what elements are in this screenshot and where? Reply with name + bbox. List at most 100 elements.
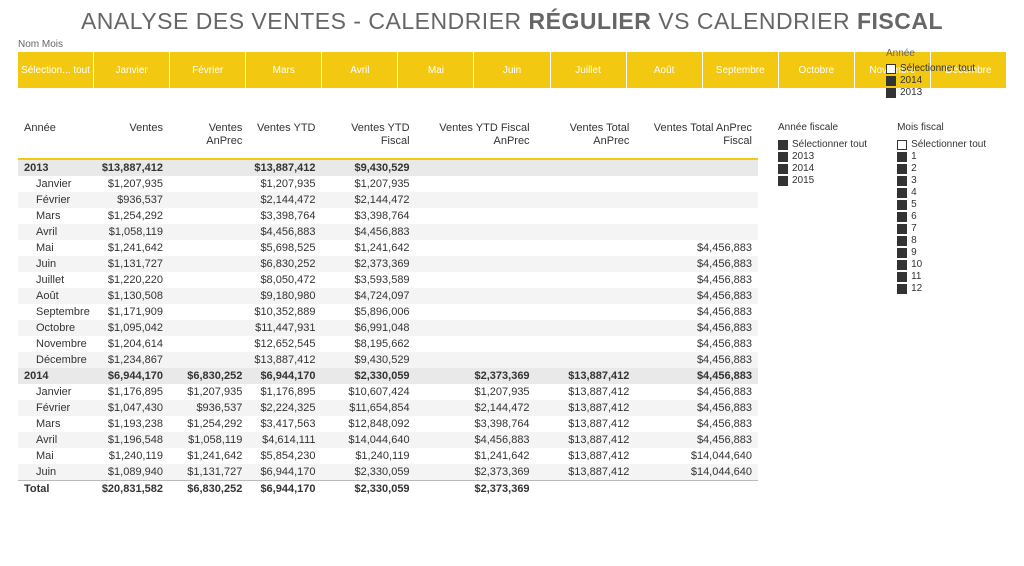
checkbox-item[interactable]: 2 [897,163,986,174]
table-row[interactable]: Mai$1,240,119$1,241,642$5,854,230$1,240,… [18,448,758,464]
table-cell: $4,456,883 [635,336,758,352]
table-row[interactable]: Mai$1,241,642$5,698,525$1,241,642$4,456,… [18,240,758,256]
table-row[interactable]: Juillet$1,220,220$8,050,472$3,593,589$4,… [18,272,758,288]
table-cell: $6,944,170 [248,481,321,498]
checkbox-item[interactable]: 3 [897,175,986,186]
table-cell [635,159,758,176]
checkbox-item[interactable]: Sélectionner tout [897,139,986,150]
table-cell [416,336,536,352]
checkbox-label: 3 [911,175,917,186]
checkbox-item[interactable]: 5 [897,199,986,210]
checkbox-item[interactable]: 2014 [778,163,867,174]
table-cell: Juillet [18,272,96,288]
table-row[interactable]: Janvier$1,176,895$1,207,935$1,176,895$10… [18,384,758,400]
table-cell: $6,944,170 [248,464,321,481]
column-header[interactable]: Ventes YTD Fiscal [322,118,416,159]
table-row[interactable]: Février$1,047,430$936,537$2,224,325$11,6… [18,400,758,416]
table-cell [635,481,758,498]
table-cell [635,192,758,208]
table-row[interactable]: Mars$1,254,292$3,398,764$3,398,764 [18,208,758,224]
month-slicer-item[interactable]: Juin [474,52,550,88]
month-slicer-item[interactable]: Octobre [779,52,855,88]
column-header[interactable]: Ventes Total AnPrec Fiscal [635,118,758,159]
checkbox-item[interactable]: 1 [897,151,986,162]
checkbox-icon [897,164,907,174]
month-slicer-item[interactable]: Avril [322,52,398,88]
table-row[interactable]: Janvier$1,207,935$1,207,935$1,207,935 [18,176,758,192]
table-row[interactable]: Juin$1,131,727$6,830,252$2,373,369$4,456… [18,256,758,272]
table-cell: $4,456,883 [635,416,758,432]
checkbox-item[interactable]: 2014 [886,75,1006,86]
table-row[interactable]: 2013$13,887,412$13,887,412$9,430,529 [18,159,758,176]
table-row[interactable]: Total$20,831,582$6,830,252$6,944,170$2,3… [18,481,758,498]
table-row[interactable]: Mars$1,193,238$1,254,292$3,417,563$12,84… [18,416,758,432]
month-slicer-item[interactable]: Février [170,52,246,88]
checkbox-item[interactable]: 12 [897,283,986,294]
checkbox-label: 2013 [792,151,814,162]
checkbox-item[interactable]: 8 [897,235,986,246]
checkbox-icon [886,64,896,74]
month-slicer-item[interactable]: Août [627,52,703,88]
table-cell: $13,887,412 [536,384,636,400]
table-row[interactable]: Juin$1,089,940$1,131,727$6,944,170$2,330… [18,464,758,481]
column-header[interactable]: Ventes YTD [248,118,321,159]
table-cell: Mars [18,208,96,224]
month-slicer-item[interactable]: Septembre [703,52,779,88]
table-row[interactable]: Septembre$1,171,909$10,352,889$5,896,006… [18,304,758,320]
table-cell: $6,944,170 [248,368,321,384]
table-cell: Mai [18,448,96,464]
table-cell: $4,456,883 [322,224,416,240]
table-cell: $2,330,059 [322,481,416,498]
table-cell [536,256,636,272]
column-header[interactable]: Ventes [96,118,169,159]
checkbox-item[interactable]: 2015 [778,175,867,186]
table-row[interactable]: Novembre$1,204,614$12,652,545$8,195,662$… [18,336,758,352]
checkbox-item[interactable]: 11 [897,271,986,282]
table-cell: $2,224,325 [248,400,321,416]
table-cell [169,352,248,368]
table-cell: $1,058,119 [96,224,169,240]
checkbox-item[interactable]: 10 [897,259,986,270]
table-cell: $1,058,119 [169,432,248,448]
checkbox-label: 6 [911,211,917,222]
checkbox-item[interactable]: 7 [897,223,986,234]
table-row[interactable]: Octobre$1,095,042$11,447,931$6,991,048$4… [18,320,758,336]
table-cell: $12,848,092 [322,416,416,432]
column-header[interactable]: Ventes AnPrec [169,118,248,159]
column-header[interactable]: Ventes YTD Fiscal AnPrec [416,118,536,159]
month-slicer-item[interactable]: Mai [398,52,474,88]
month-slicer-item[interactable]: Mars [246,52,322,88]
table-row[interactable]: Août$1,130,508$9,180,980$4,724,097$4,456… [18,288,758,304]
table-row[interactable]: Avril$1,196,548$1,058,119$4,614,111$14,0… [18,432,758,448]
table-cell [416,240,536,256]
checkbox-item[interactable]: Sélectionner tout [778,139,867,150]
month-slicer-item[interactable]: Janvier [94,52,170,88]
table-row[interactable]: Décembre$1,234,867$13,887,412$9,430,529$… [18,352,758,368]
table-cell: $1,131,727 [96,256,169,272]
column-header[interactable]: Ventes Total AnPrec [536,118,636,159]
table-cell [416,352,536,368]
table-row[interactable]: Avril$1,058,119$4,456,883$4,456,883 [18,224,758,240]
checkbox-item[interactable]: Sélectionner tout [886,63,1006,74]
table-cell [635,224,758,240]
table-cell: $1,241,642 [96,240,169,256]
checkbox-item[interactable]: 2013 [778,151,867,162]
checkbox-item[interactable]: 6 [897,211,986,222]
table-cell [635,208,758,224]
checkbox-item[interactable]: 9 [897,247,986,258]
table-cell: $5,854,230 [248,448,321,464]
checkbox-item[interactable]: 2013 [886,87,1006,98]
table-cell [416,256,536,272]
checkbox-label: 10 [911,259,922,270]
table-cell: Juin [18,256,96,272]
checkbox-item[interactable]: 4 [897,187,986,198]
checkbox-icon [897,260,907,270]
column-header[interactable]: Année [18,118,96,159]
table-cell: $9,430,529 [322,352,416,368]
table-row[interactable]: Février$936,537$2,144,472$2,144,472 [18,192,758,208]
table-cell: Janvier [18,176,96,192]
table-cell: $4,456,883 [635,368,758,384]
month-slicer-item[interactable]: Juillet [551,52,627,88]
table-row[interactable]: 2014$6,944,170$6,830,252$6,944,170$2,330… [18,368,758,384]
month-slicer-item[interactable]: Sélection... tout [18,52,94,88]
